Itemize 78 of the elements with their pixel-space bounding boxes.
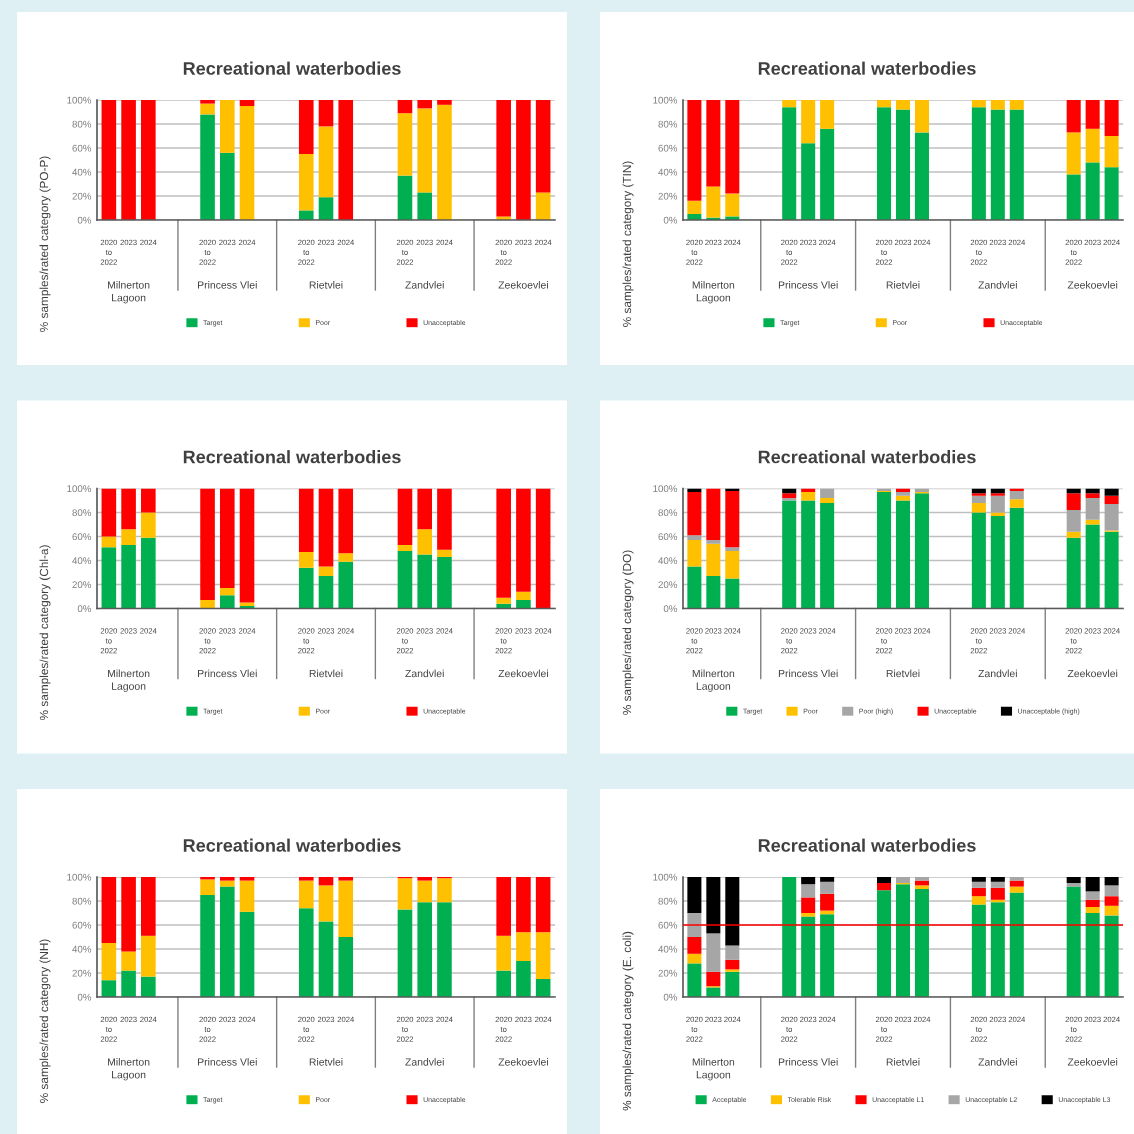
text: Zeekoevlei xyxy=(1067,281,1118,289)
y-tick-label: 100% xyxy=(653,485,678,493)
text: Rietvlei xyxy=(309,281,343,289)
y-axis-title: % samples/rated category (PO-P) xyxy=(39,156,51,332)
y-tick-label: 100% xyxy=(67,485,92,493)
chart-title: Recreational waterbodies xyxy=(183,450,401,464)
y-tick-label: 20% xyxy=(72,969,92,977)
text: Zandvlei xyxy=(978,669,1017,678)
y-tick-label: 80% xyxy=(658,897,678,905)
text: Princess Vlei xyxy=(198,669,257,678)
text: Zandvlei xyxy=(405,281,444,289)
text: Princess Vlei xyxy=(778,669,838,678)
y-axis-title: % samples/rated category (NH) xyxy=(39,939,51,1103)
y-tick-label: 20% xyxy=(658,969,678,977)
text: Zandvlei xyxy=(978,281,1017,289)
text: Rietvlei xyxy=(309,1058,343,1066)
text: Zandvlei xyxy=(405,1058,444,1066)
text: Milnerton Lagoon xyxy=(108,1058,150,1081)
text: Zandvlei xyxy=(405,669,444,678)
y-tick-label: 40% xyxy=(72,557,92,565)
y-tick-label: 60% xyxy=(72,921,92,929)
text: Rietvlei xyxy=(309,669,343,678)
y-tick-label: 100% xyxy=(67,96,92,104)
y-tick-label: 40% xyxy=(658,557,678,565)
text: Princess Vlei xyxy=(778,1058,838,1066)
y-tick-label: 60% xyxy=(658,921,678,929)
y-tick-label: 60% xyxy=(72,533,92,541)
y-tick-label: 100% xyxy=(67,873,92,881)
y-tick-label: 40% xyxy=(658,168,678,176)
y-tick-label: 60% xyxy=(658,533,678,541)
y-tick-label: 0% xyxy=(77,605,92,613)
text: Milnerton Lagoon xyxy=(692,281,735,304)
text: Rietvlei xyxy=(886,669,920,678)
text: Milnerton Lagoon xyxy=(692,1058,735,1081)
chart-title: Recreational waterbodies xyxy=(183,61,401,75)
text: Zeekoevlei xyxy=(498,281,548,289)
y-axis-title: % samples/rated category (TIN) xyxy=(622,161,634,327)
y-tick-label: 0% xyxy=(663,605,678,613)
text: Zeekoevlei xyxy=(498,669,548,678)
y-axis-title: % samples/rated category (E. coli) xyxy=(622,931,634,1111)
y-tick-label: 0% xyxy=(663,993,678,1001)
text: Zeekoevlei xyxy=(1067,1058,1118,1066)
y-tick-label: 100% xyxy=(653,96,678,104)
y-tick-label: 20% xyxy=(72,192,92,200)
y-tick-label: 60% xyxy=(658,144,678,152)
y-tick-label: 80% xyxy=(72,120,92,128)
y-axis-title: % samples/rated category (Chl-a) xyxy=(39,545,51,720)
y-tick-label: 20% xyxy=(658,192,678,200)
text: Princess Vlei xyxy=(198,281,257,289)
chart-title: Recreational waterbodies xyxy=(758,450,976,464)
y-tick-label: 20% xyxy=(72,581,92,589)
y-tick-label: 60% xyxy=(72,144,92,152)
y-tick-label: 40% xyxy=(658,945,678,953)
chart-title: Recreational waterbodies xyxy=(758,61,976,75)
y-tick-label: 80% xyxy=(658,509,678,517)
chart-title: Recreational waterbodies xyxy=(183,838,401,852)
text: Rietvlei xyxy=(886,1058,920,1066)
y-tick-label: 80% xyxy=(658,120,678,128)
text: Zeekoevlei xyxy=(1067,669,1118,678)
text: Milnerton Lagoon xyxy=(692,669,735,692)
y-tick-label: 100% xyxy=(653,873,678,881)
y-tick-label: 0% xyxy=(77,993,92,1001)
y-tick-label: 20% xyxy=(658,581,678,589)
text: Rietvlei xyxy=(886,281,920,289)
text: Princess Vlei xyxy=(198,1058,257,1066)
chart-title: Recreational waterbodies xyxy=(758,838,976,852)
y-tick-label: 80% xyxy=(72,897,92,905)
y-tick-label: 40% xyxy=(72,945,92,953)
text: Milnerton Lagoon xyxy=(108,281,150,304)
text: Milnerton Lagoon xyxy=(108,669,150,692)
text: Zandvlei xyxy=(978,1058,1017,1066)
y-tick-label: 0% xyxy=(77,216,92,224)
text: Princess Vlei xyxy=(778,281,838,289)
y-axis-title: % samples/rated category (DO) xyxy=(622,550,634,715)
text: Zeekoevlei xyxy=(498,1058,548,1066)
y-tick-label: 80% xyxy=(72,509,92,517)
y-tick-label: 0% xyxy=(663,216,678,224)
y-tick-label: 40% xyxy=(72,168,92,176)
